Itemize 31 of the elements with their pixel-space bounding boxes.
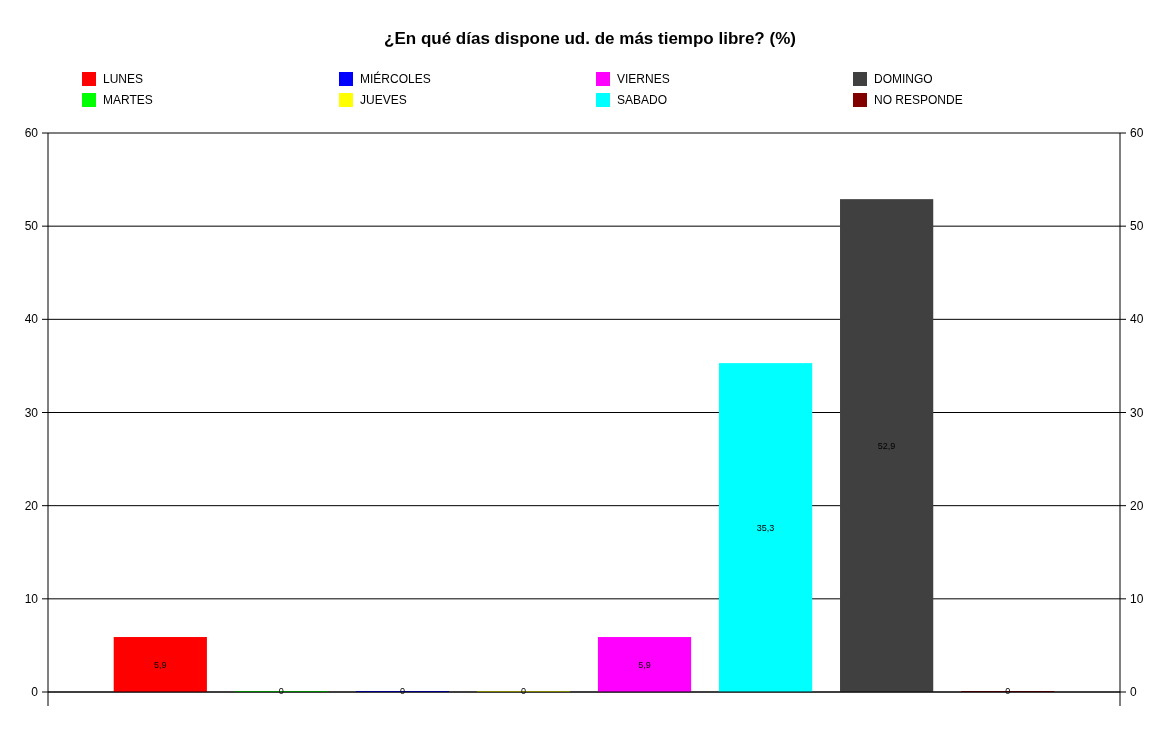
legend-label: JUEVES xyxy=(360,93,407,107)
legend-label: SABADO xyxy=(617,93,668,107)
data-label: 35,3 xyxy=(756,522,775,533)
y2-tick-label: 60 xyxy=(1130,126,1144,140)
data-label: 0 xyxy=(520,686,526,696)
y2-tick-label: 50 xyxy=(1130,219,1144,234)
y2-tick-label: 20 xyxy=(1130,498,1144,513)
data-label: 0 xyxy=(278,686,284,696)
y2-tick-label: 40 xyxy=(1130,312,1144,327)
legend-label: MARTES xyxy=(103,93,153,107)
legend-label: VIERNES xyxy=(617,72,670,86)
y2-tick-label: 30 xyxy=(1130,405,1144,420)
y-tick-label: 60 xyxy=(24,126,39,140)
data-label: 52,9 xyxy=(877,440,896,451)
data-label: 5,9 xyxy=(638,659,651,670)
y2-tick-label: 0 xyxy=(1130,685,1137,699)
legend-label: NO RESPONDE xyxy=(874,93,963,107)
data-label: 0 xyxy=(1005,686,1011,696)
y-tick-label: 20 xyxy=(24,498,39,513)
y2-tick-label: 10 xyxy=(1130,591,1144,606)
y-tick-label: 30 xyxy=(24,405,39,420)
y-tick-label: 10 xyxy=(24,591,39,606)
legend-label: LUNES xyxy=(103,72,144,86)
legend-label: DOMINGO xyxy=(874,72,933,86)
data-label: 0 xyxy=(399,686,405,696)
y-tick-label: 0 xyxy=(31,685,39,699)
chart-title: ¿En qué días dispone ud. de más tiempo libre? (%) xyxy=(384,29,796,48)
y-tick-label: 40 xyxy=(24,312,39,327)
data-label: 5,9 xyxy=(154,659,167,670)
y-tick-label: 50 xyxy=(24,219,39,234)
legend-label: MIÉRCOLES xyxy=(360,71,431,86)
